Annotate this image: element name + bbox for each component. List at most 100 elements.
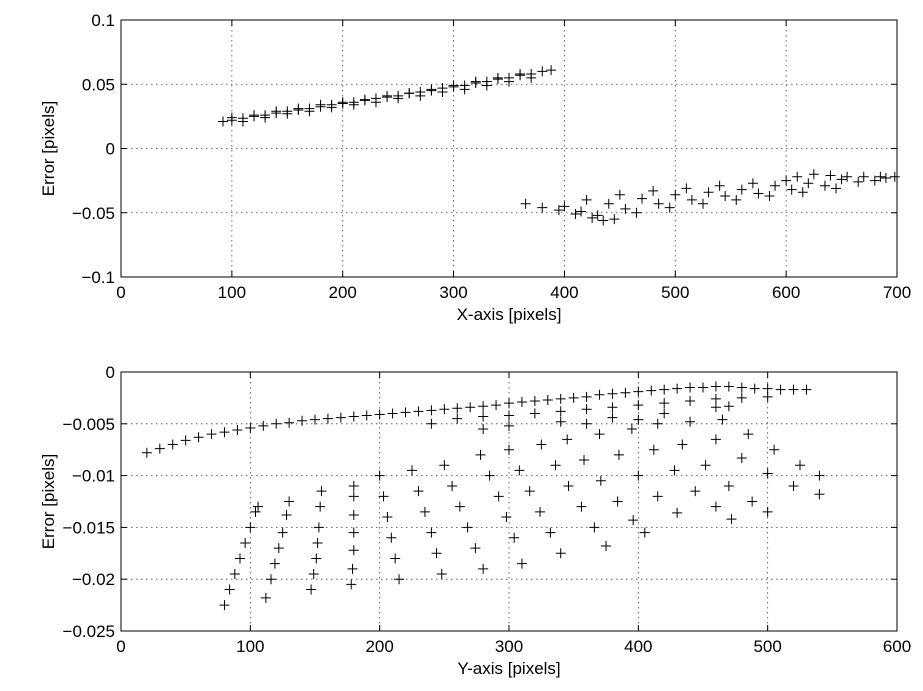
data-point-plus [431, 548, 442, 559]
data-point-plus [731, 194, 742, 205]
data-point-plus [620, 203, 631, 214]
data-point-plus [535, 506, 546, 517]
data-point-plus [677, 439, 688, 450]
data-point-plus [579, 455, 590, 466]
data-point-plus [478, 411, 489, 422]
data-point-plus [475, 449, 486, 460]
x-tick-label: 300 [495, 637, 523, 656]
data-point-plus [419, 506, 430, 517]
data-point-plus [382, 90, 393, 101]
x-tick-label: 200 [329, 283, 357, 302]
data-point-plus [284, 496, 295, 507]
data-point-plus [626, 423, 637, 434]
data-point-plus [669, 465, 680, 476]
data-point-plus [348, 527, 359, 538]
data-point-plus [378, 491, 389, 502]
data-point-plus [284, 417, 295, 428]
y-tick-label: −0.005 [63, 415, 115, 434]
data-point-plus [520, 198, 531, 209]
data-point-plus [659, 384, 670, 395]
data-point-plus [762, 506, 773, 517]
y-tick-label: 0 [106, 363, 115, 382]
data-point-plus [232, 425, 243, 436]
data-point-plus [542, 394, 553, 405]
data-point-plus [537, 202, 548, 213]
data-point-plus [306, 584, 317, 595]
data-point-plus [526, 72, 537, 83]
data-point-plus [555, 416, 566, 427]
data-point-plus [237, 116, 248, 127]
data-point-plus [415, 90, 426, 101]
data-point-plus [348, 545, 359, 556]
data-point-plus [788, 384, 799, 395]
data-point-plus [576, 501, 587, 512]
data-point-plus [465, 402, 476, 413]
data-point-plus [788, 480, 799, 491]
data-point-plus [504, 420, 514, 431]
data-point-plus [723, 401, 734, 412]
series-2 [219, 414, 825, 611]
data-point-plus [559, 201, 570, 212]
data-point-plus [762, 468, 773, 479]
data-point-plus [229, 569, 240, 580]
data-point-plus [581, 194, 592, 205]
data-point-plus [400, 407, 411, 418]
x-tick-label: 600 [883, 637, 911, 656]
data-point-plus [646, 385, 657, 396]
data-point-plus [516, 397, 527, 408]
data-point-plus [504, 444, 514, 455]
data-point-plus [570, 209, 581, 220]
data-point-plus [219, 427, 230, 438]
data-point-plus [374, 470, 385, 481]
data-point-plus [545, 527, 556, 538]
data-point-plus [819, 180, 830, 191]
y-tick-label: 0.1 [91, 11, 115, 30]
data-point-plus [245, 422, 256, 433]
x-tick-label: 700 [883, 283, 911, 302]
y-tick-label: −0.02 [72, 570, 115, 589]
data-point-plus [664, 202, 675, 213]
data-point-plus [311, 553, 322, 564]
data-point-plus [672, 507, 683, 518]
data-point-plus [245, 522, 256, 533]
data-point-plus [581, 418, 592, 429]
data-point-plus [348, 411, 359, 422]
data-point-plus [141, 447, 152, 458]
data-point-plus [504, 410, 514, 421]
data-point-plus [394, 574, 405, 585]
data-point-plus [454, 501, 465, 512]
data-point-plus [249, 110, 260, 121]
bottom-subplot-y-error: 0 100 200 300 400 500 600 −0.025 −0.02 −0.015 −0.0… [39, 363, 911, 678]
data-point-plus [603, 198, 614, 209]
data-point-plus [648, 444, 659, 455]
data-point-plus [462, 522, 473, 533]
data-point-plus [792, 171, 803, 182]
data-point-plus [808, 169, 819, 180]
series-2 [520, 169, 900, 226]
data-point-plus [659, 398, 670, 409]
data-point-plus [529, 396, 540, 407]
data-point-plus [491, 400, 502, 411]
data-point-plus [613, 449, 624, 460]
data-point-plus [825, 170, 836, 181]
data-point-plus [250, 506, 261, 517]
data-point-plus [337, 97, 348, 108]
data-point-plus [700, 460, 711, 471]
data-point-plus [781, 175, 792, 186]
data-point-plus [348, 509, 359, 520]
data-point-plus [736, 382, 747, 393]
data-point-plus [631, 207, 642, 218]
data-point-plus [690, 486, 701, 497]
data-point-plus [219, 600, 230, 611]
data-point-plus [312, 537, 323, 548]
data-point-plus [797, 187, 808, 198]
data-point-plus [723, 480, 734, 491]
data-point-plus [167, 439, 178, 450]
data-point-plus [439, 460, 450, 471]
data-point-plus [633, 400, 644, 411]
x-tick-label: 400 [624, 637, 652, 656]
data-point-plus [681, 183, 692, 194]
data-point-plus [628, 515, 639, 526]
data-point-plus [426, 527, 437, 538]
data-point-plus [273, 543, 284, 554]
